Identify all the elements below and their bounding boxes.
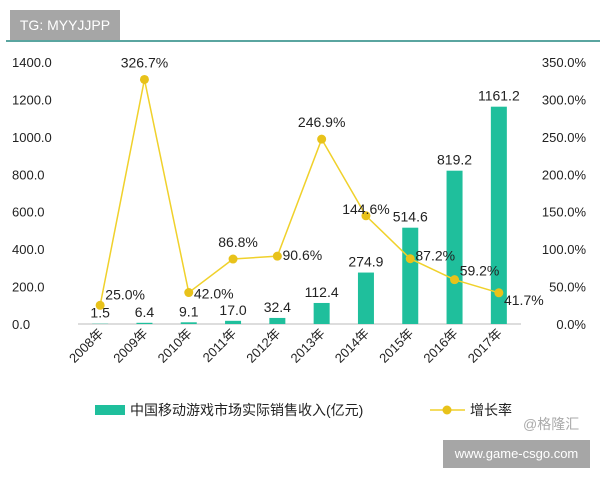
legend-line-marker (442, 405, 452, 415)
right-tick-label: 250.0% (542, 130, 587, 145)
x-tick-label: 2012年 (243, 326, 283, 366)
left-tick-label: 1000.0 (12, 130, 52, 145)
bar-label: 819.2 (437, 152, 472, 168)
x-tick-label: 2016年 (420, 326, 460, 366)
bar-label: 17.0 (219, 302, 246, 318)
x-tick-label: 2013年 (288, 326, 328, 366)
x-tick-label: 2010年 (155, 326, 195, 366)
x-tick-label: 2011年 (200, 326, 240, 366)
bar-label: 1161.2 (478, 88, 520, 104)
bar (402, 227, 419, 324)
growth-point (139, 74, 149, 84)
legend-bar-swatch (95, 405, 125, 415)
growth-label: 144.6% (342, 201, 389, 217)
left-tick-label: 400.0 (12, 242, 45, 257)
growth-label: 59.2% (460, 263, 500, 279)
growth-label: 86.8% (218, 234, 258, 250)
legend-line-label: 增长率 (470, 402, 512, 418)
left-tick-label: 1200.0 (12, 92, 52, 107)
right-tick-label: 200.0% (542, 167, 587, 182)
growth-label: 25.0% (105, 286, 145, 302)
growth-point (450, 275, 460, 285)
x-tick-label: 2008年 (66, 326, 106, 366)
bar (225, 320, 242, 324)
bar-label: 6.4 (135, 304, 155, 320)
watermark: @格隆汇 (523, 416, 580, 432)
growth-point (317, 134, 327, 144)
left-tick-label: 1400.0 (12, 55, 52, 70)
right-tick-label: 100.0% (542, 242, 587, 257)
bar (490, 106, 507, 324)
source-tag: TG: MYYJJPP (10, 10, 120, 40)
bar-label: 112.4 (305, 284, 339, 300)
x-tick-label: 2014年 (332, 326, 372, 366)
growth-label: 41.7% (504, 292, 544, 308)
bar (269, 317, 286, 324)
right-tick-label: 50.0% (549, 280, 586, 295)
legend-bar-label: 中国移动游戏市场实际销售收入(亿元) (130, 402, 363, 418)
growth-point (361, 211, 371, 221)
bar-label: 9.1 (179, 303, 199, 319)
left-tick-label: 0.0 (12, 317, 30, 332)
x-tick-label: 2015年 (376, 326, 416, 366)
left-tick-label: 800.0 (12, 167, 45, 182)
growth-label: 90.6% (282, 247, 322, 263)
site-watermark: www.game-csgo.com (443, 440, 590, 468)
right-tick-label: 150.0% (542, 205, 587, 220)
bar-label: 1.5 (90, 305, 110, 321)
left-tick-label: 200.0 (12, 280, 45, 295)
right-tick-label: 350.0% (542, 55, 587, 70)
bar-label: 274.9 (348, 254, 383, 270)
left-tick-label: 600.0 (12, 205, 45, 220)
growth-label: 326.7% (121, 54, 168, 70)
bar (313, 302, 330, 324)
growth-label: 246.9% (298, 114, 345, 130)
growth-line (99, 79, 500, 306)
bar (446, 170, 463, 324)
right-tick-label: 0.0% (556, 317, 586, 332)
growth-point (184, 288, 194, 298)
growth-label: 87.2% (415, 248, 455, 264)
x-tick-label: 2017年 (465, 326, 505, 366)
growth-label: 42.0% (194, 286, 234, 302)
growth-point (95, 300, 105, 310)
x-tick-label: 2009年 (110, 326, 150, 366)
bar (357, 272, 374, 324)
right-tick-label: 300.0% (542, 92, 587, 107)
bar-label: 514.6 (393, 209, 428, 225)
growth-point (405, 254, 415, 264)
bar-label: 32.4 (264, 299, 291, 315)
growth-point (228, 254, 238, 264)
divider (6, 40, 600, 42)
growth-point (272, 251, 282, 261)
bar (180, 322, 197, 324)
growth-point (494, 288, 504, 298)
bar (136, 322, 153, 324)
